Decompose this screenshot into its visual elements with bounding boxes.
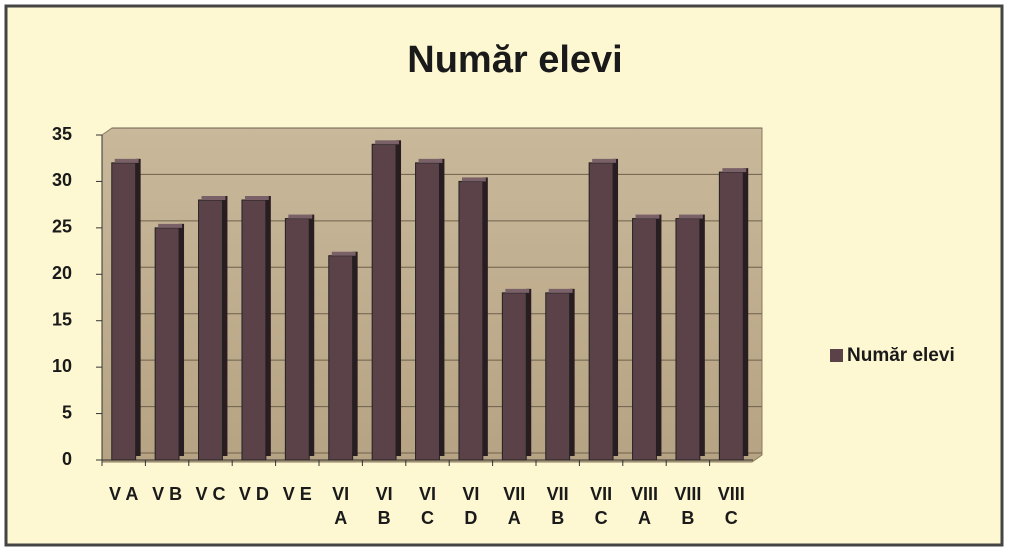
bar bbox=[675, 218, 701, 461]
bar-top bbox=[288, 214, 313, 219]
bar-top bbox=[548, 288, 573, 293]
y-tick-label: 15 bbox=[52, 309, 72, 329]
bar-top bbox=[635, 214, 660, 219]
x-tick-label: VII C bbox=[590, 484, 613, 528]
bar-top bbox=[244, 196, 269, 200]
bar bbox=[545, 292, 571, 461]
bar bbox=[415, 162, 440, 461]
bar bbox=[501, 292, 527, 461]
bar bbox=[588, 162, 614, 461]
bar bbox=[718, 171, 744, 461]
bar-top bbox=[158, 223, 183, 228]
bar-top bbox=[114, 158, 139, 163]
bar bbox=[328, 255, 354, 461]
legend-label: Număr elevi bbox=[847, 345, 955, 366]
y-tick-label: 0 bbox=[62, 449, 72, 469]
bar-top bbox=[418, 158, 443, 163]
bar-side bbox=[526, 288, 532, 456]
bar-side bbox=[439, 158, 445, 456]
bar-side bbox=[743, 168, 749, 456]
bar bbox=[371, 143, 397, 461]
bar-top bbox=[201, 196, 226, 200]
y-tick-label: 10 bbox=[52, 356, 72, 376]
bar bbox=[154, 227, 180, 461]
x-tick-label: VI A bbox=[332, 484, 350, 528]
bar-side bbox=[179, 223, 185, 456]
bar-side bbox=[135, 158, 141, 456]
chart-title: Număr elevi bbox=[407, 39, 622, 81]
x-tick-label: VII B bbox=[546, 484, 569, 528]
bar-top bbox=[722, 168, 747, 173]
bar-top bbox=[461, 177, 486, 182]
x-tick-label: V D bbox=[238, 484, 269, 504]
bar bbox=[241, 199, 267, 461]
bar-side bbox=[613, 158, 619, 456]
bar bbox=[632, 218, 657, 461]
y-tick-label: 25 bbox=[52, 217, 72, 237]
y-tick-label: 30 bbox=[52, 170, 72, 190]
bar-side bbox=[352, 251, 358, 456]
x-tick-label: V A bbox=[109, 484, 139, 504]
x-tick-label: V C bbox=[195, 484, 226, 504]
bar-top bbox=[678, 214, 703, 219]
x-tick-label: V E bbox=[282, 484, 312, 504]
x-tick-label: VI B bbox=[375, 484, 393, 528]
x-tick-label: VII A bbox=[503, 484, 526, 528]
x-tick-label: V B bbox=[152, 484, 183, 504]
bar-top bbox=[331, 251, 356, 256]
x-tick-label: VI C bbox=[418, 484, 436, 528]
y-tick-label: 35 bbox=[52, 124, 72, 144]
bar bbox=[284, 218, 310, 461]
bar-side bbox=[699, 214, 705, 456]
bar-side bbox=[222, 196, 228, 456]
bar-side bbox=[482, 177, 488, 456]
x-tick-label: VIII B bbox=[674, 484, 702, 528]
bar bbox=[111, 162, 137, 461]
bar-side bbox=[309, 214, 315, 456]
bar-side bbox=[396, 140, 402, 457]
x-tick-label: VIII C bbox=[717, 484, 745, 528]
x-tick-label: VIII A bbox=[630, 484, 658, 528]
y-tick-label: 20 bbox=[52, 263, 72, 283]
bar bbox=[458, 180, 484, 461]
y-tick-label: 5 bbox=[62, 402, 72, 422]
bar-side bbox=[656, 214, 662, 456]
bar bbox=[198, 199, 223, 461]
bar-side bbox=[265, 196, 271, 456]
bar-top bbox=[592, 158, 617, 163]
bar-top bbox=[505, 288, 530, 293]
bar-side bbox=[569, 288, 575, 456]
bar-top bbox=[375, 140, 400, 145]
x-tick-label: VI D bbox=[462, 484, 480, 528]
legend-swatch bbox=[830, 349, 843, 362]
